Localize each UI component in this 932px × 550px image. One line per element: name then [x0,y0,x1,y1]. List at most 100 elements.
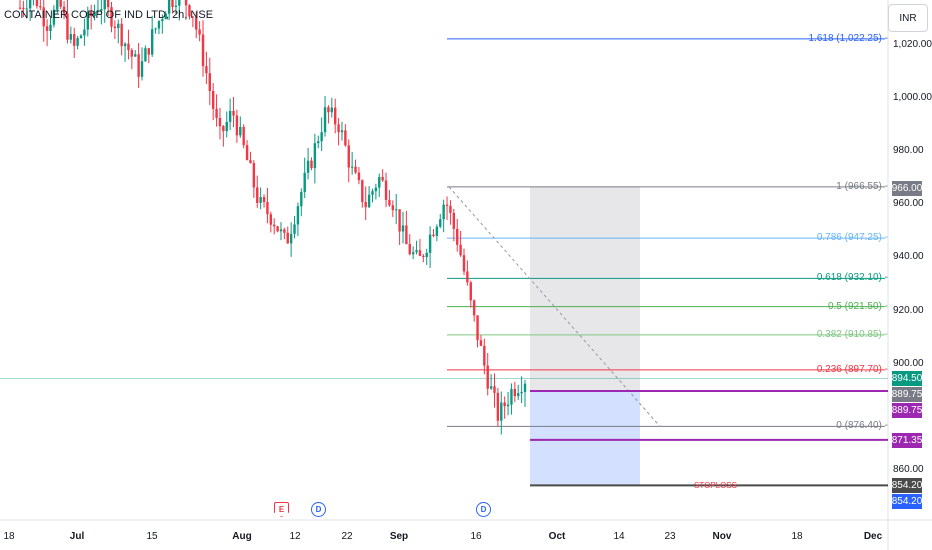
candle-body [493,386,496,393]
candle-body [249,160,252,164]
candle-body [123,43,127,47]
candle-body [239,126,242,136]
candle-body [205,66,208,74]
candle-body [110,7,113,27]
x-tick-label: Sep [389,531,409,542]
candle-body [286,232,289,244]
fib-label: 1.618 (1,022.25) - [808,32,889,44]
candle-body [89,11,93,17]
candle-body [347,145,350,168]
candle-body [66,13,69,40]
price-tag: 889.75 [891,403,923,419]
x-tick-label: Dec [863,531,883,542]
price-tag: 854.20 [891,478,923,494]
candle-body [218,117,222,127]
candle-body [103,0,106,10]
candle-body [476,315,479,341]
candle-body [228,110,232,122]
candle-body [140,61,144,77]
dividend-marker[interactable]: D [476,502,491,517]
candle-body [415,250,418,253]
candle-body [259,197,262,203]
risk-zone [530,390,640,486]
candle-body [171,0,174,7]
candle-body [191,16,195,18]
candle-body [293,224,296,234]
candle-body [303,172,306,193]
candle-body [39,6,42,8]
currency-button[interactable]: INR [888,4,928,32]
candle-body [235,115,239,136]
candle-body [310,160,313,169]
candle-body [137,54,140,77]
candle-body [296,206,300,225]
candle-body [93,11,96,17]
candle-body [483,345,486,366]
y-tick-label: 860.00 [893,464,924,475]
x-tick-label: 18 [3,531,15,542]
candle-body [174,5,178,7]
candle-body [425,252,428,258]
candle-body [86,11,89,30]
candle-body [408,244,411,255]
candle-body [449,205,452,213]
candle-body [371,191,374,195]
x-tick-label: 16 [470,531,482,542]
candle-body [500,402,503,421]
y-tick-label: 1,020.00 [893,38,932,50]
candle-body [381,176,384,181]
candle-body [361,180,364,203]
candle-body [398,209,401,232]
horizontal-lines [0,378,888,487]
dividend-marker[interactable]: D [311,502,326,517]
candle-body [45,26,49,31]
candle-body [340,130,344,133]
y-tick-label: 940.00 [893,251,924,263]
candle-body [222,126,225,132]
candle-body [25,8,28,10]
candle-body [523,383,527,392]
candle-body [432,234,435,236]
candle-body [418,250,422,256]
candle-body [517,393,520,397]
candle-body [252,163,256,188]
candle-body [262,197,266,203]
candle-body [73,34,76,46]
candle-body [232,110,235,116]
candle-body [117,23,120,29]
candle-body [489,386,493,389]
earnings-marker[interactable]: E [274,502,289,517]
position-boxes [530,186,640,486]
candle-body [330,107,334,113]
y-tick-label: 900.00 [893,357,924,369]
candle-body [344,130,347,146]
candle-body [506,404,510,407]
candle-body [79,35,83,39]
candle-body [269,214,273,225]
target-zone [530,186,640,391]
candle-body [496,392,500,421]
y-tick-label: 1,000.00 [893,92,932,103]
price-tag: 889.75 [891,387,923,403]
candle-body [100,9,103,11]
candle-body [401,225,405,232]
candle-body [201,34,205,67]
candle-body [510,388,513,405]
candle-body [59,0,62,7]
candle-body [428,234,432,253]
candle-body [472,300,476,316]
fib-label: 1 (966.55) - [836,180,888,192]
candle-body [313,143,317,169]
candles [18,0,527,435]
candle-body [520,391,523,394]
fib-trend-line [448,186,661,427]
candle-body [452,212,456,229]
candle-body [195,17,198,30]
price-tag: 854.20 [891,494,923,510]
x-tick-label: 15 [146,531,158,542]
candle-body [320,132,323,142]
candle-body [456,228,459,245]
candle-body [439,219,442,227]
